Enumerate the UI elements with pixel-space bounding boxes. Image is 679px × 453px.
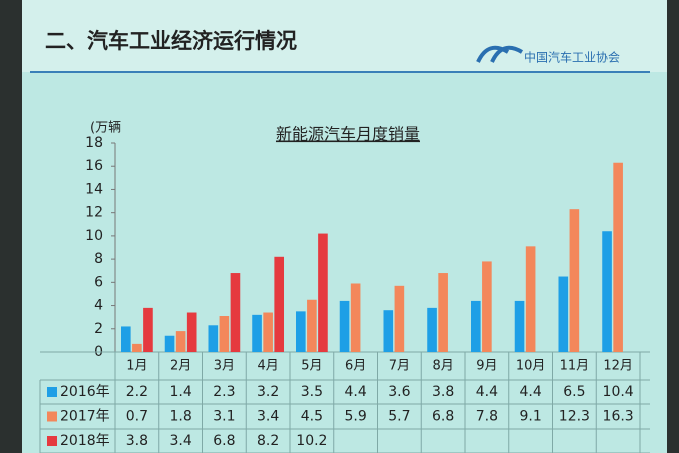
table-value: 4.4 [476, 384, 498, 400]
y-tick-label: 16 [85, 158, 103, 174]
bar [307, 299, 317, 352]
table-value: 12.3 [559, 409, 590, 425]
table-value: 1.4 [169, 384, 191, 400]
table-value: 5.7 [388, 409, 410, 425]
bar [143, 307, 153, 352]
x-tick-label: 10月 [516, 359, 546, 374]
legend-swatch [47, 387, 57, 397]
bar [525, 246, 536, 352]
table-value: 7.8 [476, 409, 498, 425]
bar [132, 343, 142, 352]
x-tick-label: 8月 [432, 359, 453, 374]
x-tick-label: 4月 [257, 359, 278, 374]
y-tick-label: 8 [94, 251, 103, 267]
slide-title: 二、汽车工业经济运行情况 [45, 29, 297, 53]
bar [186, 312, 197, 352]
x-tick-label: 1月 [126, 359, 147, 374]
bar [350, 283, 361, 352]
bar [120, 326, 131, 352]
legend-label: 2018年 [60, 433, 110, 449]
x-tick-label: 5月 [301, 359, 322, 374]
table-value: 1.8 [169, 409, 191, 425]
bar [394, 285, 405, 352]
table-value: 3.4 [169, 433, 191, 449]
table-value: 3.4 [257, 409, 279, 425]
bar [208, 325, 219, 352]
bar [164, 335, 175, 352]
logo-icon [476, 45, 524, 63]
table-value: 3.5 [301, 384, 323, 400]
table-value: 2.2 [126, 384, 148, 400]
y-tick-label: 14 [85, 181, 103, 197]
bar [274, 256, 285, 352]
table-value: 2.3 [213, 384, 235, 400]
legend-swatch [47, 411, 57, 422]
y-tick-label: 10 [85, 228, 103, 244]
legend-swatch [47, 436, 57, 446]
table-value: 3.6 [388, 384, 410, 400]
bar [318, 233, 328, 352]
table-value: 6.8 [213, 433, 235, 449]
bar [558, 276, 569, 352]
bar [339, 300, 350, 352]
y-tick-label: 6 [94, 274, 103, 290]
x-tick-label: 3月 [214, 359, 235, 374]
table-value: 3.1 [213, 409, 235, 425]
y-tick-label: 2 [94, 321, 103, 337]
x-tick-label: 7月 [389, 359, 410, 374]
table-value: 4.4 [344, 384, 366, 400]
y-tick-label: 12 [85, 205, 103, 221]
bar [470, 300, 481, 352]
table-value: 5.9 [344, 409, 366, 425]
table-value: 10.2 [296, 433, 327, 449]
y-tick-label: 18 [85, 135, 103, 151]
table-value: 3.8 [126, 433, 148, 449]
bar [230, 273, 241, 352]
table-value: 3.2 [257, 384, 279, 400]
x-tick-label: 2月 [170, 359, 191, 374]
bar [514, 300, 525, 352]
logo-text: 中国汽车工业协会 [524, 50, 620, 65]
table-value: 4.4 [519, 384, 541, 400]
bar [613, 162, 623, 352]
x-tick-label: 11月 [560, 359, 590, 374]
bar [295, 311, 306, 352]
bar [427, 307, 437, 352]
legend-label: 2016年 [60, 384, 110, 400]
table-value: 10.4 [603, 384, 634, 400]
bar [438, 273, 448, 352]
header-band [22, 0, 667, 72]
bar [252, 314, 262, 352]
chart-title: 新能源汽车月度销量 [276, 125, 420, 144]
bar [263, 312, 273, 352]
table-value: 9.1 [519, 409, 541, 425]
bar [219, 316, 230, 352]
bar [569, 209, 580, 352]
x-tick-label: 12月 [603, 359, 633, 374]
bar [383, 310, 394, 352]
table-value: 0.7 [126, 409, 148, 425]
table-value: 4.5 [301, 409, 323, 425]
x-tick-label: 6月 [345, 359, 366, 374]
table-value: 8.2 [257, 433, 279, 449]
bar [482, 261, 492, 352]
bar [175, 331, 186, 352]
table-value: 16.3 [603, 409, 634, 425]
x-tick-label: 9月 [476, 359, 497, 374]
y-axis-label: (万辆 [90, 121, 121, 136]
slide-background [22, 0, 667, 453]
table-value: 6.8 [432, 409, 454, 425]
table-value: 6.5 [563, 384, 585, 400]
table-value: 3.8 [432, 384, 454, 400]
legend-label: 2017年 [60, 409, 110, 425]
bar [602, 231, 612, 352]
y-tick-label: 4 [94, 298, 103, 314]
